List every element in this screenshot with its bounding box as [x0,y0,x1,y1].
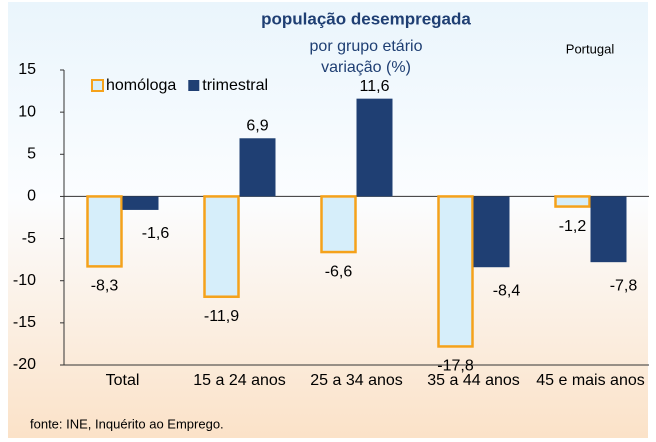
bar [320,195,357,254]
bar [203,195,240,298]
legend-label: homóloga [106,77,176,94]
data-label: -6,6 [325,263,353,280]
x-tick-label: 25 a 34 anos [310,372,403,389]
x-tick-label: 45 e mais anos [536,372,645,389]
legend-label: trimestral [202,77,268,94]
y-tick-label: 15 [18,61,36,78]
bar [590,196,627,263]
source: fonte: INE, Inquérito ao Emprego. [30,416,224,431]
y-tick-label: -20 [13,356,36,373]
x-tick-label: 35 a 44 anos [427,372,520,389]
x-tick-label: Total [106,372,140,389]
legend-swatch [91,79,104,92]
bar [86,195,123,268]
data-label: -17,8 [437,358,474,375]
y-tick-label: -5 [22,230,36,247]
subtitle: variação (%) [321,59,411,76]
data-label: -8,4 [493,282,521,299]
y-tick-label: -15 [13,314,36,331]
bar [239,138,276,197]
x-tick-label: 15 a 24 anos [193,372,286,389]
data-label: -7,8 [610,277,638,294]
y-tick-label: 0 [27,188,36,205]
data-label: -1,2 [559,218,587,235]
bar [122,196,159,210]
chart-title: população desempregada [261,9,471,28]
bar [437,195,474,348]
data-label: -1,6 [142,225,170,242]
y-tick-label: 10 [18,103,36,120]
data-label: 11,6 [360,78,390,95]
data-label: 6,9 [246,117,268,134]
bar [554,195,591,208]
y-tick-label: 5 [27,146,36,163]
bar [473,196,510,268]
data-label: -8,3 [91,278,119,295]
subtitle: por grupo etário [310,38,423,55]
bar [356,98,393,197]
annotation: Portugal [566,41,615,56]
legend-swatch [188,80,200,91]
y-tick-label: -10 [13,272,36,289]
data-label: -11,9 [204,308,239,325]
